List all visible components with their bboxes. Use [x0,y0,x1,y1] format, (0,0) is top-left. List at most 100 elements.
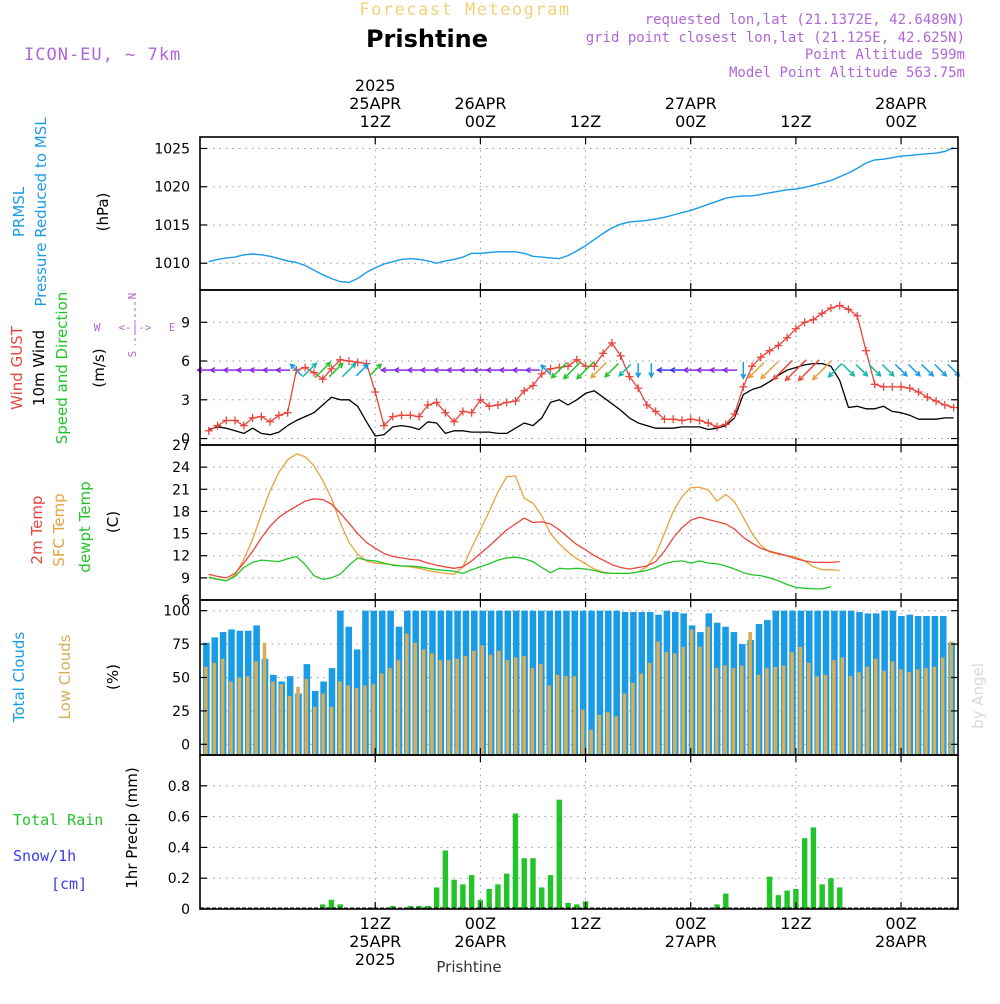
wind-arrow-head [393,367,400,374]
clouds-unit: (%) [104,664,122,690]
clouds-ytick-label: 0 [181,737,190,753]
clouds-ytick-label: 50 [172,671,190,687]
cloud-low-bar [396,660,401,755]
cloud-low-bar [245,676,250,755]
wind-arrow-head [445,367,452,374]
wind-arrow [618,363,632,377]
wind-arrow [868,363,882,377]
grid-layer [200,137,958,909]
clouds-ytick-label: 25 [172,704,190,720]
wind-arrow-head [379,367,387,374]
wind-arrow-head [289,363,296,370]
wind-arrow [798,359,820,381]
wind-arrow-head [432,367,439,374]
header-model-alt: Model Point Altitude 563.75m [729,65,965,81]
wind-arrow [772,360,793,380]
wind-arrow-head [740,373,747,380]
time-label-top: 12Z [360,112,391,131]
wind-label-10m: 10m Wind [30,330,48,406]
cloud-low-bar [488,654,493,755]
wind-arrow-head [406,367,413,374]
temp-ytick-label: 15 [172,527,190,543]
cloud-low-bar [522,656,526,755]
precip-rain-bar [574,904,580,909]
temp-sfc-line [208,453,840,582]
precip-rain-bar [530,858,536,909]
temp-label-sfc: SFC Temp [50,493,68,566]
precip-rain-bar [565,902,571,909]
wind-arrow [576,361,595,380]
cloud-low-bar [580,709,585,755]
cloud-low-bar [254,661,258,755]
cloud-low-bar [614,716,618,755]
precip-rain-bar [801,838,808,909]
precip-rain-bar [319,904,326,909]
cloud-low-bar [438,660,443,755]
precip-rain-bar [521,858,527,909]
cloud-low-bar [446,660,451,755]
wind-arrow [341,362,357,378]
cloud-low-bar [949,641,953,755]
header-requested: requested lon,lat (21.1372E, 42.6489N) [645,12,965,28]
wind-arrow [760,361,779,380]
cloud-low-bar [413,642,418,755]
wind-arrow [563,361,582,380]
time-label-top: 28APR [875,94,927,113]
wind-ytick-label: 9 [181,315,190,331]
compass-s: S [126,351,139,358]
precip-rain-bar [451,879,457,909]
cloud-low-bar [890,661,895,755]
cloud-low-bar [271,681,275,755]
wind-10m-line [208,362,954,437]
clouds-label-low: Low Clouds [56,634,74,719]
wind-arrow-head [575,373,583,380]
cloud-low-bar [723,665,727,755]
pressure-unit: (hPa) [94,193,112,232]
cloud-low-bar [463,656,468,755]
wind-arrow-head [485,367,492,374]
cloud-low-bar [379,673,384,755]
cloud-low-bar [212,662,217,755]
cloud-low-bar [572,676,577,755]
cloud-low-bar [798,646,803,755]
pressure-ytick-label: 1010 [154,256,190,272]
wind-arrow-head [655,367,663,374]
wind-arrow-head [337,362,344,369]
precip-rain-bar [775,895,782,909]
wind-arrow [328,362,344,378]
wind-label-gust: Wind GUST [8,325,26,410]
cloud-low-bar [279,684,284,755]
cloud-low-bar [689,629,694,755]
time-label-top: 00Z [885,112,916,131]
cloud-low-bar [848,676,853,755]
cloud-low-bar [873,658,878,755]
wind-arrow-head [261,367,268,374]
cloud-low-bar [698,646,702,755]
precip-ytick-label: 0 [181,902,190,918]
precip-rain-bar [486,888,492,909]
wind-arrow-head [325,361,332,368]
time-label-bottom: 2025 [355,950,396,969]
time-label-bottom: 28APR [875,932,927,951]
time-label-bottom: 12Z [780,914,811,933]
cloud-total-bar [621,612,629,755]
precip-rain-bar [503,873,510,909]
precip-rain-bar [407,905,414,909]
wind-arrow-head [708,367,715,374]
wind-arrow-head [695,367,702,374]
cloud-low-bar [681,646,685,755]
precip-rain-bar [495,884,501,909]
header-point-alt: Point Altitude 599m [805,47,965,63]
wind-arrow [921,363,934,377]
wind-arrow [881,363,895,377]
cloud-low-bar [262,642,267,755]
cloud-low-bar [555,674,560,755]
wind-arrow-head [875,370,882,377]
wind-arrow-head [350,362,357,369]
cloud-total-bar [362,610,369,755]
wind-arrow-head [604,371,611,378]
cloud-total-bar [596,610,604,755]
credit-watermark: by Angel [969,663,987,729]
cloud-total-bar [579,610,587,755]
cloud-low-bar [513,657,518,755]
